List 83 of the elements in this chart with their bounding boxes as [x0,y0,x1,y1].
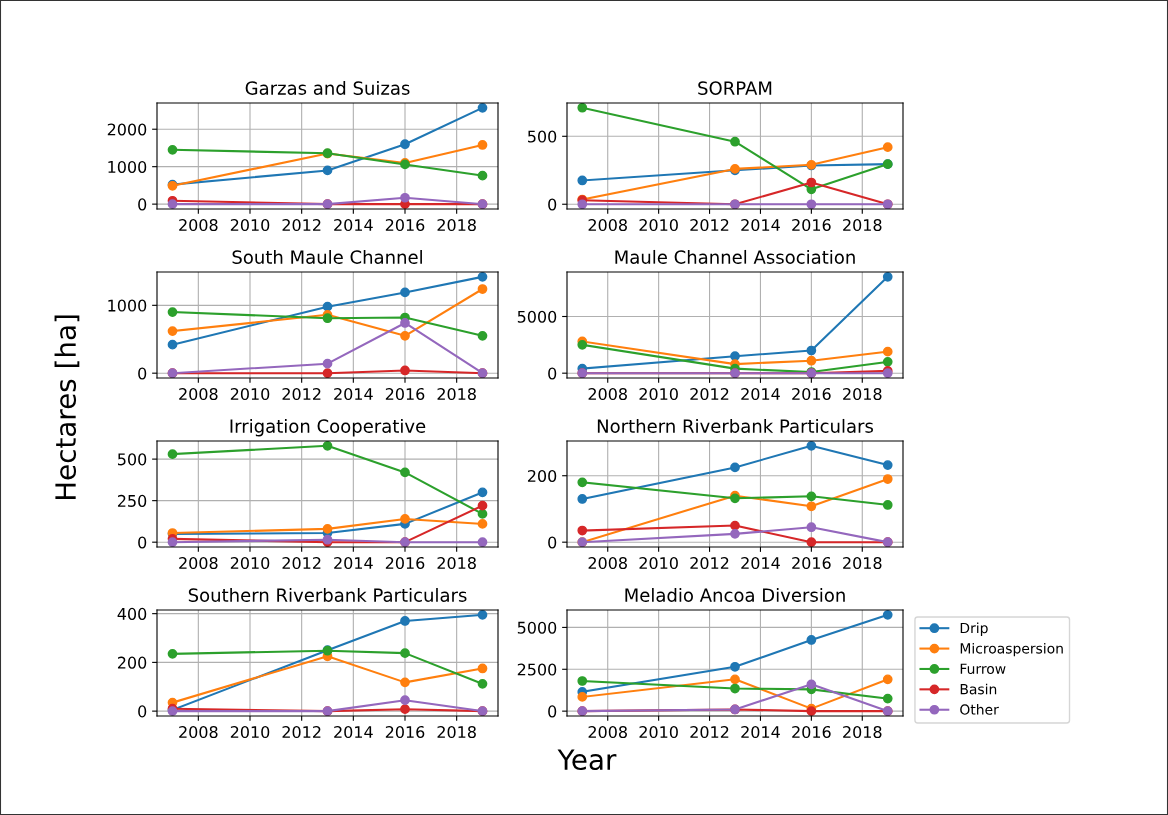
x-tick-label: 2018 [843,557,882,570]
x-tick-label: 2008 [588,388,627,401]
x-tick-label: 2012 [282,726,321,739]
x-tick-label: 2010 [639,557,678,570]
x-tick-label: 2018 [437,388,476,401]
x-tick-label: 2018 [437,557,476,570]
chart-title: Meladio Ancoa Diversion [625,587,845,602]
x-tick-label: 2010 [639,388,678,401]
y-tick-label: 0 [548,198,557,211]
y-tick-label: 1000 [108,299,147,312]
x-tick-label: 2008 [179,388,218,401]
y-tick-label: 1000 [108,160,147,173]
x-tick-label: 2016 [792,557,831,570]
x-tick-label: 2016 [792,388,831,401]
y-tick-label: 500 [118,453,147,466]
legend-label: Drip [960,622,988,636]
x-tick-label: 2012 [690,726,729,739]
y-tick-label: 400 [117,607,147,620]
x-tick-label: 2008 [588,219,627,232]
x-tick-label: 2018 [843,726,882,739]
x-axis-title: Year [557,749,617,771]
x-tick-label: 2016 [385,557,425,570]
y-tick-label: 200 [527,469,557,483]
x-tick-label: 2014 [334,219,373,232]
chart-title: Southern Riverbank Particulars [188,587,467,602]
y-tick-label: 250 [117,494,147,507]
y-tick-label: 5000 [517,621,557,634]
x-tick-label: 2018 [437,726,476,739]
x-tick-label: 2012 [690,219,729,232]
x-tick-label: 2008 [588,557,627,570]
x-tick-label: 2012 [690,557,729,570]
y-tick-label: 500 [528,130,557,143]
y-tick-label: 2500 [517,663,557,676]
x-tick-label: 2010 [639,219,678,232]
x-tick-label: 2016 [385,726,425,739]
x-tick-label: 2008 [588,726,627,739]
x-tick-label: 2014 [334,726,373,739]
x-tick-label: 2018 [437,219,476,232]
x-tick-label: 2012 [282,219,321,232]
y-tick-label: 5000 [517,310,557,323]
x-tick-label: 2016 [792,726,831,739]
y-axis-title: Hectares [ha] [54,315,80,500]
x-tick-label: 2014 [741,726,780,739]
legend-label: Furrow [960,663,1006,675]
x-tick-label: 2014 [741,219,780,232]
x-tick-label: 2008 [179,726,218,739]
x-tick-label: 2012 [690,388,729,401]
x-tick-label: 2010 [639,726,678,739]
chart-title: SORPAM [698,81,772,95]
x-tick-label: 2008 [179,557,218,570]
x-tick-label: 2014 [334,388,373,401]
x-tick-label: 2010 [230,388,270,401]
x-tick-label: 2010 [230,219,270,232]
x-tick-label: 2016 [385,219,425,232]
x-tick-label: 2014 [741,388,780,401]
x-tick-label: 2012 [282,388,321,401]
y-tick-label: 0 [138,705,147,718]
y-tick-label: 2000 [107,123,147,136]
y-tick-label: 0 [548,367,557,380]
legend-label: Microaspersion [960,642,1063,657]
chart-title: Northern Riverbank Particulars [597,418,874,433]
x-tick-label: 2008 [179,219,218,232]
chart-title: Garzas and Suizas [245,80,410,95]
chart-title: South Maule Channel [232,249,422,264]
y-tick-label: 0 [548,705,557,718]
chart-title: Maule Channel Association [615,249,855,264]
x-tick-label: 2016 [792,219,831,232]
x-tick-label: 2014 [741,557,780,570]
x-tick-label: 2014 [334,557,373,570]
x-tick-label: 2010 [230,726,270,739]
x-tick-label: 2018 [843,219,882,232]
x-tick-label: 2010 [230,557,270,570]
y-tick-label: 0 [138,367,147,380]
y-tick-label: 0 [138,536,147,549]
x-tick-label: 2012 [282,557,321,570]
x-tick-label: 2016 [385,388,425,401]
y-tick-label: 0 [548,536,557,549]
chart-title: Irrigation Cooperative [230,418,426,437]
y-tick-label: 200 [117,656,147,669]
legend-label: Other [960,704,999,715]
y-tick-label: 0 [138,198,147,211]
x-tick-label: 2018 [843,388,882,401]
legend-label: Basin [960,683,997,695]
